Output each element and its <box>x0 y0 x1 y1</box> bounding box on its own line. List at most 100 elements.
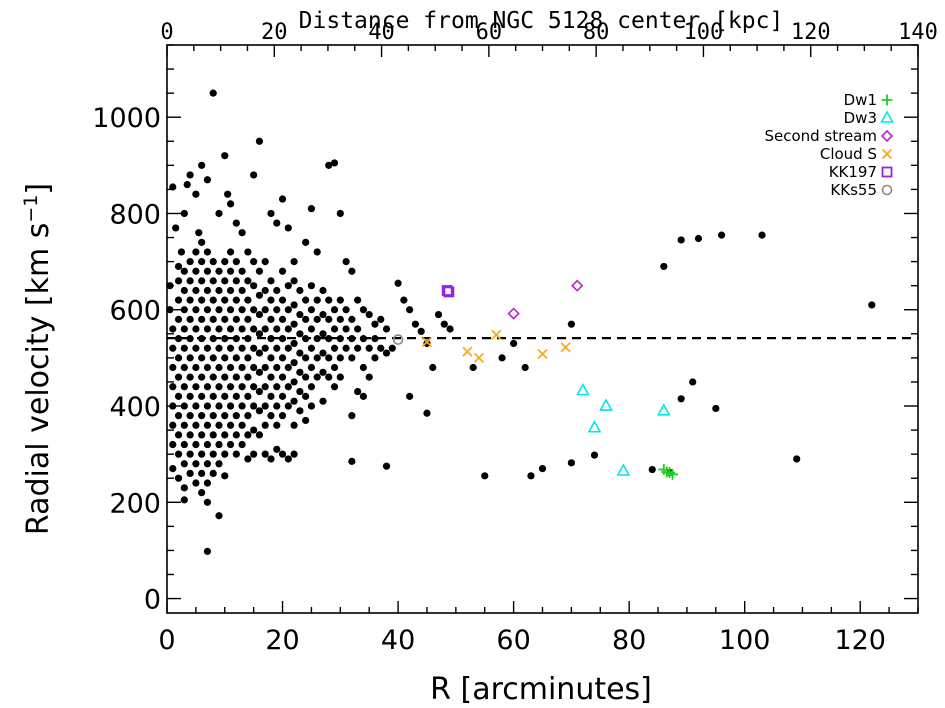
velocity-point <box>342 306 350 314</box>
velocity-point <box>325 161 333 169</box>
velocity-point <box>290 378 298 386</box>
velocity-point <box>203 248 212 256</box>
velocity-point <box>273 421 281 429</box>
velocity-point <box>267 412 275 420</box>
velocity-point <box>203 547 212 555</box>
velocity-point <box>180 383 188 391</box>
velocity-point <box>221 335 229 343</box>
velocity-point <box>336 354 344 362</box>
velocity-point <box>232 296 240 304</box>
velocity-point <box>417 327 425 336</box>
velocity-point <box>296 368 304 376</box>
velocity-point <box>250 383 258 391</box>
legend-label-dw1: Dw1 <box>844 91 877 109</box>
velocity-point <box>244 248 252 256</box>
velocity-point <box>359 363 368 372</box>
velocity-point <box>250 450 258 458</box>
velocity-point <box>215 306 223 314</box>
velocity-point <box>273 445 281 453</box>
velocity-point <box>244 277 252 285</box>
velocity-point <box>192 267 200 275</box>
velocity-point <box>232 412 240 420</box>
velocity-point <box>232 277 240 285</box>
velocity-point <box>238 440 246 449</box>
velocity-point <box>174 315 183 323</box>
velocity-point <box>359 306 368 314</box>
velocity-point <box>215 440 223 449</box>
velocity-point <box>250 171 258 179</box>
velocity-point <box>296 387 304 396</box>
velocity-point <box>209 258 217 266</box>
velocity-point <box>302 296 310 304</box>
velocity-point <box>434 310 443 319</box>
velocity-point <box>330 383 339 391</box>
velocity-point <box>290 450 298 458</box>
velocity-point <box>198 354 206 362</box>
velocity-point <box>325 315 333 323</box>
velocity-point <box>232 258 240 266</box>
velocity-point <box>273 286 281 295</box>
velocity-point <box>296 407 304 415</box>
velocity-point <box>244 335 252 343</box>
velocity-point <box>169 363 177 372</box>
second-stream-point <box>571 279 584 292</box>
velocity-point <box>186 335 194 343</box>
velocity-point <box>307 402 316 410</box>
x-tick-label: 80 <box>612 625 646 656</box>
velocity-point <box>273 219 281 227</box>
velocity-point <box>192 248 200 256</box>
velocity-point <box>244 296 252 304</box>
velocity-point <box>169 183 177 191</box>
velocity-point <box>284 325 292 333</box>
velocity-point <box>336 296 344 304</box>
velocity-point <box>198 412 206 420</box>
velocity-point <box>203 421 212 429</box>
velocity-point <box>336 209 344 218</box>
velocity-point <box>192 383 200 391</box>
velocity-point <box>307 344 316 352</box>
velocity-point <box>174 392 183 400</box>
velocity-point <box>371 354 379 362</box>
velocity-point <box>694 234 703 243</box>
velocity-point <box>226 267 235 275</box>
velocity-point <box>186 392 194 400</box>
velocity-point <box>166 306 174 314</box>
y-axis-title-superscript: −1 <box>20 195 42 223</box>
dw3-point <box>587 420 602 433</box>
velocity-point <box>198 258 206 266</box>
velocity-point <box>203 176 212 184</box>
velocity-point <box>250 402 258 410</box>
velocity-point <box>307 363 316 372</box>
velocity-point <box>267 373 275 381</box>
velocity-point <box>261 258 269 266</box>
kk197-point <box>443 286 455 298</box>
velocity-point <box>648 465 656 474</box>
velocity-point <box>342 258 350 266</box>
velocity-point <box>307 282 316 290</box>
velocity-point <box>278 392 287 400</box>
velocity-point <box>180 363 188 372</box>
velocity-point <box>166 282 174 290</box>
velocity-point <box>198 315 206 323</box>
velocity-point <box>261 402 269 410</box>
axis-ticks: 0 20 40 60 80 100 120 0 20 40 60 80 100 120 140 0 200 400… <box>92 20 938 656</box>
velocity-point <box>192 325 200 333</box>
velocity-point <box>226 200 235 208</box>
velocity-point <box>209 315 217 323</box>
velocity-point <box>215 286 223 295</box>
velocity-point <box>215 402 223 410</box>
velocity-point <box>348 457 356 465</box>
velocity-point <box>677 395 685 403</box>
top-x-tick-label: 100 <box>684 20 724 45</box>
velocity-point <box>255 330 264 338</box>
velocity-point <box>267 315 275 323</box>
velocity-point <box>232 431 240 439</box>
velocity-point <box>261 421 269 429</box>
velocity-point <box>290 421 298 429</box>
velocity-point <box>250 363 258 372</box>
velocity-point <box>209 431 217 439</box>
velocity-point <box>255 137 264 145</box>
velocity-point <box>290 277 298 285</box>
velocity-point <box>313 335 321 343</box>
